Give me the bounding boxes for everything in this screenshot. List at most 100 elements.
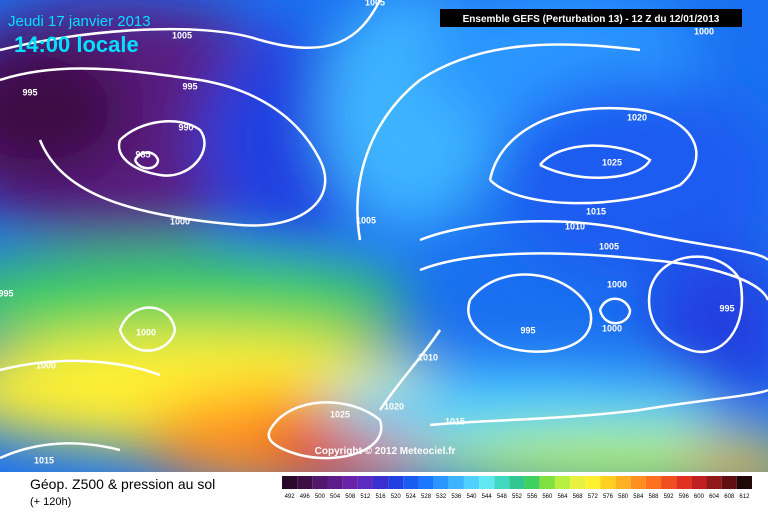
forecast-lead: (+ 120h) (30, 496, 71, 508)
colorbar-swatch (676, 476, 692, 489)
colorbar-label: 548 (497, 494, 508, 500)
colorbar-label: 540 (467, 494, 478, 500)
colorbar-swatch (282, 476, 298, 489)
colorbar-swatch (509, 476, 525, 489)
isobar-labels: 1005 1005 995 995 990 985 1000 1005 995 1000 1000 1… (0, 0, 735, 465)
colorbar-label: 584 (633, 494, 644, 500)
colorbar-swatch (554, 476, 571, 489)
colorbar-label: 576 (603, 494, 614, 500)
model-box (440, 9, 742, 27)
isobar-label: 1000 (136, 327, 156, 337)
colorbar-label: 600 (694, 494, 705, 500)
isobar-label: 995 (22, 87, 37, 97)
isobar-label: 995 (520, 325, 535, 335)
isobar-lines (0, 0, 768, 460)
colorbar-swatch (706, 476, 722, 489)
isobar-label: 1000 (607, 279, 627, 289)
colorbar-swatch (539, 476, 555, 489)
isobar-label: 1020 (627, 112, 647, 122)
colorbar-label: 508 (345, 494, 356, 500)
isobar-label: 1015 (586, 206, 606, 216)
colorbar-swatch (403, 476, 419, 489)
footer-title: Géop. Z500 & pression au sol (30, 476, 215, 492)
field (0, 0, 768, 490)
isobar-label: 1000 (694, 26, 714, 36)
colorbar-swatch (736, 476, 752, 489)
date: Jeudi 17 janvier 2013 (8, 13, 151, 30)
colorbar-label: 564 (557, 494, 568, 500)
colorbar-label: 528 (421, 494, 432, 500)
isobar-label: 1015 (445, 416, 465, 426)
local-time: 14:00 locale (14, 32, 139, 57)
isobar-label: 1025 (330, 409, 350, 419)
copyright: Copyright © 2012 Meteociel.fr (315, 446, 456, 457)
colorbar-label: 520 (391, 494, 402, 500)
colorbar-swatch (372, 476, 389, 489)
colorbar-swatch (327, 476, 343, 489)
isobar-label: 995 (719, 303, 734, 313)
isobar-label: 990 (178, 122, 193, 132)
colorbar-label: 512 (360, 494, 371, 500)
isobar-label: 1000 (170, 216, 190, 226)
isobar-label: 985 (135, 149, 150, 159)
colorbar-swatch (418, 476, 434, 489)
colorbar-label: 492 (285, 494, 296, 500)
colorbar-swatch (494, 476, 510, 489)
colorbar-swatch (433, 476, 449, 489)
model-info: Ensemble GEFS (Perturbation 13) - 12 Z d… (463, 14, 720, 25)
isobar-label: 995 (182, 81, 197, 91)
colorbar-swatch (645, 476, 662, 489)
colorbar-swatch (661, 476, 677, 489)
colorbar: 492 496 500 504 508 512 516 520 524 528 532 536 540 5… (282, 476, 752, 500)
colorbar-swatch (691, 476, 707, 489)
colorbar-label: 552 (512, 494, 523, 500)
isobar-label: 1015 (34, 455, 54, 465)
isobar-label: 1000 (602, 323, 622, 333)
colorbar-swatch (342, 476, 358, 489)
colorbar-swatch (388, 476, 404, 489)
colorbar-swatch (570, 476, 586, 489)
colorbar-label: 580 (618, 494, 629, 500)
colorbar-label: 588 (648, 494, 659, 500)
colorbar-label: 560 (542, 494, 553, 500)
colorbar-swatch (615, 476, 631, 489)
colorbar-label: 612 (739, 494, 750, 500)
colorbar-label: 572 (588, 494, 599, 500)
colorbar-label: 516 (376, 494, 387, 500)
colorbar-label: 500 (315, 494, 326, 500)
isobar-label: 1005 (356, 215, 376, 225)
colorbar-swatch (463, 476, 480, 489)
colorbar-label: 536 (451, 494, 462, 500)
colorbar-label: 532 (436, 494, 447, 500)
isobar-label: 1005 (599, 241, 619, 251)
colorbar-label: 604 (709, 494, 720, 500)
isobar-label: 1010 (565, 221, 585, 231)
colorbar-label: 544 (482, 494, 493, 500)
colorbar-label: 592 (664, 494, 675, 500)
colorbar-swatch (524, 476, 540, 489)
colorbar-swatch (357, 476, 373, 489)
colorbar-swatch (721, 476, 737, 489)
isobar-label: 1010 (418, 352, 438, 362)
isobar-label: 1020 (384, 401, 404, 411)
isobar-label: 1025 (602, 157, 622, 167)
colorbar-swatch (312, 476, 328, 489)
colorbar-label: 496 (300, 494, 311, 500)
isobar-label: 1005 (172, 30, 192, 40)
colorbar-swatch (297, 476, 313, 489)
colorbar-label: 568 (573, 494, 584, 500)
colorbar-label: 596 (679, 494, 690, 500)
colorbar-swatch (448, 476, 464, 489)
colorbar-swatch (479, 476, 495, 489)
colorbar-label: 608 (724, 494, 735, 500)
isobar-label: 995 (0, 288, 14, 298)
colorbar-label: 504 (330, 494, 341, 500)
isobar-label: 1000 (36, 360, 56, 370)
colorbar-label: 524 (406, 494, 417, 500)
isobar-label: 1005 (365, 0, 385, 7)
colorbar-label: 556 (527, 494, 538, 500)
colorbar-swatch (585, 476, 601, 489)
colorbar-swatch (600, 476, 616, 489)
colorbar-swatch (630, 476, 646, 489)
